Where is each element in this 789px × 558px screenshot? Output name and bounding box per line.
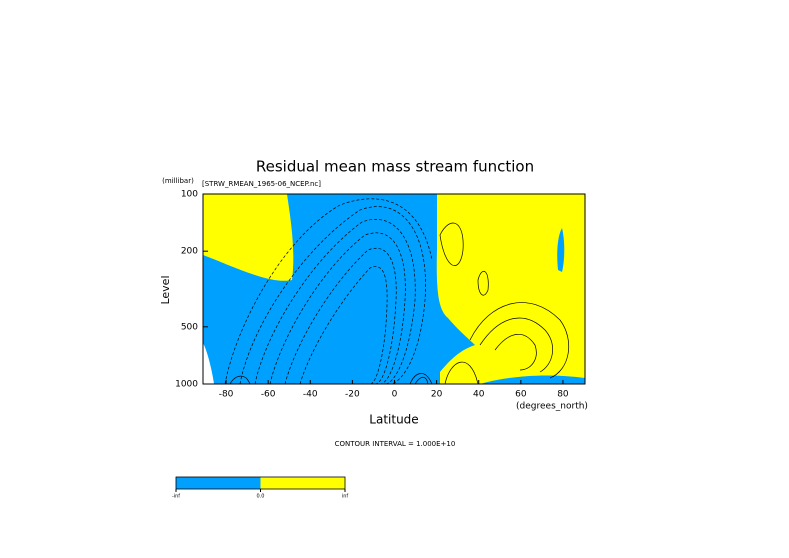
colorbar-label: 0.0 <box>257 494 265 500</box>
colorbar-label: -inf <box>172 494 180 500</box>
y-tick-label: 500 <box>181 322 198 332</box>
y-tick-label: 1000 <box>175 380 198 390</box>
contour-field <box>203 194 585 384</box>
x-tick-label: -60 <box>261 390 276 400</box>
colorbar-swatch <box>260 477 345 489</box>
chart-title: Residual mean mass stream function <box>256 158 534 176</box>
x-tick-label: -20 <box>345 390 360 400</box>
y-unit: (millibar) <box>162 177 194 185</box>
x-axis-label: Latitude <box>369 413 418 427</box>
colorbar-label: inf <box>342 494 349 500</box>
positive-contours <box>229 222 569 384</box>
subtitle: [STRW_RMEAN_1965-06_NCEP.nc] <box>202 180 321 188</box>
y-tick-label: 100 <box>181 190 198 200</box>
missing-region <box>203 343 214 384</box>
x-tick-label: -40 <box>303 390 318 400</box>
negative-region <box>557 228 565 272</box>
negative-region <box>480 375 585 384</box>
y-axis-label: Level <box>159 275 172 304</box>
y-tick-label: 200 <box>181 247 198 257</box>
x-tick-label: 40 <box>473 390 485 400</box>
negative-region <box>203 194 475 384</box>
x-tick-label: 60 <box>515 390 527 400</box>
colorbar: -inf 0.0 inf <box>172 476 349 500</box>
colorbar-swatch <box>176 477 261 489</box>
footnote: CONTOUR INTERVAL = 1.000E+10 <box>335 440 456 448</box>
x-tick-label: -80 <box>219 390 234 400</box>
negative-contours <box>224 198 433 384</box>
x-unit: (degrees_north) <box>516 402 588 412</box>
x-tick-label: 20 <box>431 390 443 400</box>
x-tick-label: 80 <box>557 390 569 400</box>
x-tick-label: 0 <box>392 390 398 400</box>
